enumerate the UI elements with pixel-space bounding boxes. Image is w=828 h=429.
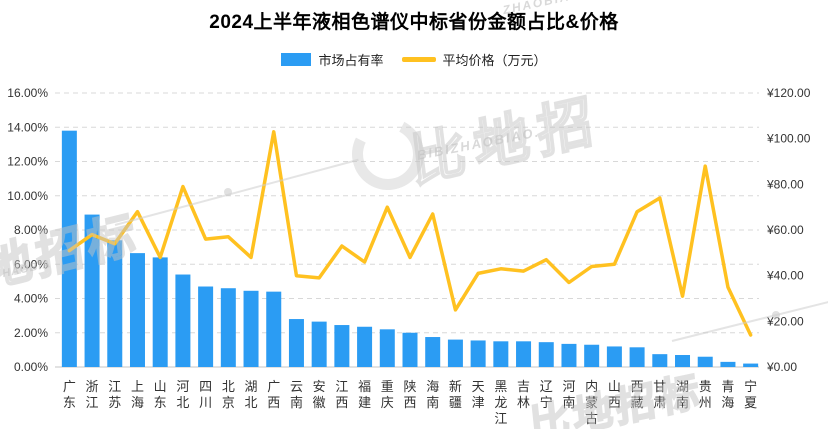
x-axis-label-天津: 天津	[472, 379, 485, 410]
x-axis-label-山东: 山东	[154, 379, 167, 410]
x-axis-label-海南: 海南	[426, 379, 439, 410]
bar-北京	[220, 288, 236, 367]
x-axis-label-辽宁: 辽宁	[540, 379, 553, 410]
x-axis-label-江苏: 江苏	[108, 379, 121, 410]
y-right-tick-label: ¥0.00	[766, 360, 797, 374]
bar-吉林	[516, 341, 532, 367]
legend-market-share-label: 市场占有率	[318, 53, 384, 68]
x-axis-label-内蒙古: 内蒙古	[585, 379, 598, 426]
bar-江苏	[107, 240, 123, 367]
x-axis-label-陕西: 陕西	[403, 379, 416, 410]
x-axis-label-吉林: 吉林	[517, 379, 530, 410]
x-axis-label-西藏: 西藏	[631, 379, 644, 410]
avg-price-line	[67, 130, 753, 337]
y-left-tick-label: 16.00%	[7, 86, 48, 100]
x-axis-label-湖北: 湖北	[245, 379, 258, 410]
bar-上海	[129, 253, 145, 367]
x-axis-label-黑龙江: 黑龙江	[494, 379, 507, 426]
bar-四川	[198, 286, 214, 367]
x-axis-label-重庆: 重庆	[381, 379, 394, 410]
y-right-tick-label: ¥60.00	[766, 223, 804, 237]
x-axis-label-安徽: 安徽	[313, 379, 326, 410]
y-left-tick-label: 14.00%	[7, 120, 48, 134]
y-left-tick-label: 0.00%	[14, 360, 48, 374]
bar-安徽	[311, 321, 327, 367]
x-axis-label-甘肃: 甘肃	[653, 379, 666, 410]
chart-legend: 市场占有率 平均价格（万元）	[0, 50, 828, 69]
bar-西藏	[629, 347, 645, 367]
legend-item-avg-price: 平均价格（万元）	[401, 50, 547, 69]
y-left-tick-label: 2.00%	[14, 326, 48, 340]
y-right-tick-label: ¥20.00	[766, 314, 804, 328]
bar-山西	[606, 346, 622, 367]
y-axis-left-labels: 0.00% 2.00% 4.00% 6.00% 8.00% 10.00% 12.00% 14.…	[7, 86, 48, 374]
bar-甘肃	[652, 354, 668, 367]
x-axis-label-宁夏: 宁夏	[744, 379, 757, 410]
bar-青海	[720, 361, 736, 367]
y-right-tick-label: ¥100.00	[766, 132, 811, 146]
x-axis-label-北京: 北京	[222, 379, 235, 410]
bar-湖北	[243, 290, 259, 367]
chart-title: 2024上半年液相色谱仪中标省份金额占比&价格	[209, 12, 619, 33]
bar-黑龙江	[493, 341, 509, 367]
bar-福建	[357, 326, 373, 367]
bar-湖南	[675, 355, 691, 367]
x-axis-label-河北: 河北	[176, 379, 189, 410]
x-axis-label-贵州: 贵州	[699, 379, 712, 410]
legend-avg-price-label: 平均价格（万元）	[442, 53, 547, 68]
bar-辽宁	[538, 342, 554, 367]
bar-贵州	[697, 356, 713, 367]
x-axis-label-广东: 广东	[63, 379, 76, 410]
bar-海南	[425, 337, 441, 367]
x-axis-label-山西: 山西	[608, 379, 621, 410]
x-axis-label-广西: 广西	[267, 379, 280, 410]
legend-item-market-share: 市场占有率	[281, 50, 384, 69]
bar-山东	[152, 257, 168, 367]
bar-新疆	[447, 339, 463, 367]
y-right-tick-label: ¥40.00	[766, 269, 804, 283]
y-left-tick-label: 10.00%	[7, 189, 48, 203]
y-right-tick-label: ¥80.00	[766, 177, 804, 191]
bar-内蒙古	[584, 344, 600, 367]
x-axis-label-青海: 青海	[721, 379, 734, 410]
bar-浙江	[84, 214, 100, 367]
bar-宁夏	[743, 363, 759, 367]
bar-广西	[266, 291, 282, 367]
bar-江西	[334, 325, 350, 367]
bar-series-swatch-icon	[281, 53, 312, 66]
x-axis-label-湖南: 湖南	[676, 379, 689, 410]
bar-陕西	[402, 332, 418, 367]
x-axis-label-四川: 四川	[199, 379, 212, 410]
y-left-tick-label: 6.00%	[14, 257, 48, 271]
x-axis-label-河南: 河南	[562, 379, 575, 410]
bar-河北	[175, 274, 191, 367]
x-axis-label-新疆: 新疆	[449, 379, 462, 410]
y-left-tick-label: 8.00%	[14, 223, 48, 237]
y-left-tick-label: 4.00%	[14, 292, 48, 306]
x-axis-label-浙江: 浙江	[86, 379, 99, 410]
x-axis-labels: 广东浙江江苏上海山东河北四川北京湖北广西云南安徽江西福建重庆陕西海南新疆天津黑龙…	[63, 379, 757, 426]
y-left-tick-label: 12.00%	[7, 155, 48, 169]
market-share-bars	[61, 130, 759, 367]
line-series-swatch-icon	[401, 57, 436, 62]
x-axis-label-福建: 福建	[358, 379, 371, 410]
y-axis-right-labels: ¥0.00 ¥20.00 ¥40.00 ¥60.00 ¥80.00 ¥100.00 ¥120…	[766, 86, 811, 374]
x-axis-label-江西: 江西	[335, 379, 348, 410]
x-axis-label-云南: 云南	[290, 379, 303, 410]
bar-河南	[561, 343, 577, 367]
x-axis-label-上海: 上海	[131, 379, 144, 410]
bar-天津	[470, 340, 486, 367]
bar-重庆	[379, 329, 395, 367]
y-right-tick-label: ¥120.00	[766, 86, 811, 100]
bar-云南	[288, 319, 304, 367]
